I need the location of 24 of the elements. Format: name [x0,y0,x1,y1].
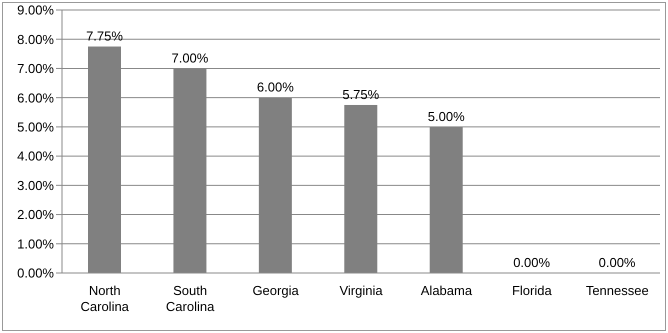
y-tick-label: 1.00% [17,236,54,252]
y-tick-label: 7.00% [17,61,54,76]
y-tick-label: 6.00% [17,90,54,106]
x-tick-label: South Carolina [166,283,216,314]
x-tick-label: Virginia [339,283,384,298]
data-label: 7.00% [171,50,209,66]
y-tick-label: 5.00% [17,120,54,135]
data-label: 7.75% [86,28,124,44]
data-label: 0.00% [598,255,636,270]
y-tick-label: 4.00% [17,148,54,164]
y-tick-label: 8.00% [17,32,54,47]
x-tick-label: Florida [512,283,552,298]
y-tick-label: 0.00% [17,266,54,281]
data-label: 5.75% [342,86,380,102]
y-tick-label: 2.00% [17,207,54,222]
data-label: 6.00% [256,80,294,95]
x-tick-label: Tennessee [586,283,649,298]
x-tick-label: North Carolina [80,283,130,314]
data-label: 5.00% [428,108,466,124]
y-tick-label: 9.00% [17,2,54,18]
x-tick-label: Georgia [252,283,300,298]
x-tick-label: Alabama [420,283,473,298]
y-tick-label: 3.00% [17,178,54,193]
data-label: 0.00% [513,255,551,270]
